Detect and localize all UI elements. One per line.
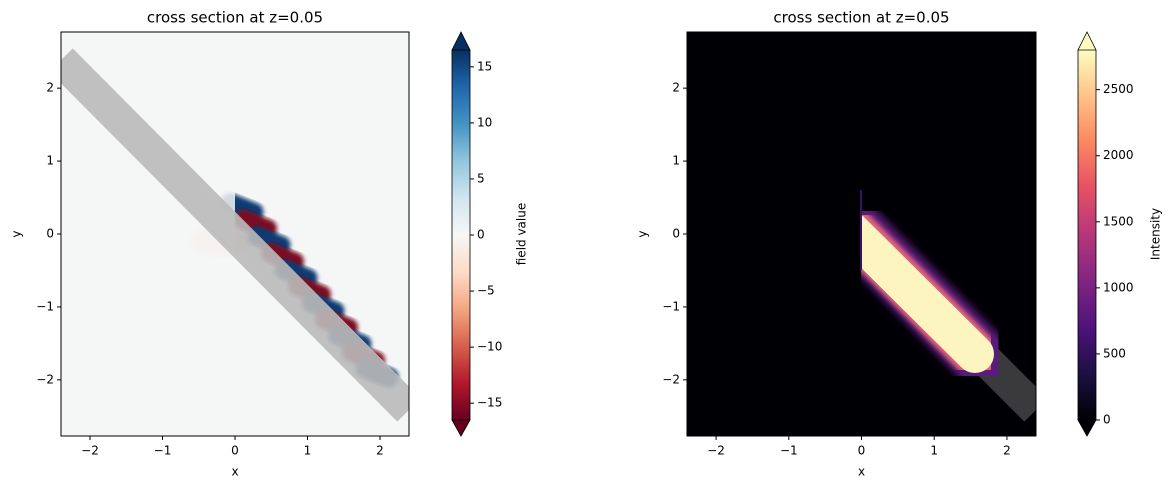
colorbar-tick-label: 500	[1103, 346, 1126, 360]
colorbar-tick-label: 1000	[1103, 280, 1134, 294]
colorbar-tick-label: 5	[477, 171, 485, 185]
y-tick-label: 1	[46, 154, 54, 168]
colorbar-tick-label: −10	[477, 340, 502, 354]
colorbar-extend-high	[1077, 31, 1097, 51]
x-tick-label: −2	[707, 444, 725, 458]
colorbar-tick-label: 15	[477, 59, 492, 73]
heatmap-image	[61, 32, 409, 436]
x-tick-label: 2	[1003, 444, 1011, 458]
colorbar	[452, 50, 470, 420]
x-tick-label: 0	[858, 444, 866, 458]
x-axis-label: x	[231, 465, 238, 479]
colorbar-tick-label: −15	[477, 396, 502, 410]
x-tick-label: 1	[930, 444, 938, 458]
x-axis-label: x	[858, 465, 865, 479]
heatmap-image	[687, 32, 1036, 436]
y-axis-label: y	[10, 230, 24, 237]
colorbar-extend-high	[451, 31, 471, 51]
x-tick-label: −2	[81, 444, 99, 458]
y-tick-label: 1	[672, 154, 680, 168]
colorbar-tick-label: 0	[1103, 413, 1111, 427]
y-tick-label: −1	[662, 299, 680, 313]
y-tick-label: 0	[46, 227, 54, 241]
chart-title: cross section at z=0.05	[773, 9, 949, 27]
chart-title: cross section at z=0.05	[147, 9, 323, 27]
y-tick-label: −2	[662, 372, 680, 386]
colorbar-label: Intensity	[1149, 208, 1163, 260]
colorbar-tick-label: 2000	[1103, 148, 1134, 162]
colorbar-tick-label: −5	[477, 284, 495, 298]
colorbar-tick-label: 0	[477, 228, 485, 242]
y-tick-label: 2	[672, 81, 680, 95]
x-tick-label: 1	[304, 444, 312, 458]
y-tick-label: −2	[36, 372, 54, 386]
colorbar-extend-low	[451, 419, 471, 437]
colorbar-frame	[1077, 50, 1097, 420]
x-tick-label: −1	[154, 444, 172, 458]
colorbar-tick-label: 1500	[1103, 214, 1134, 228]
y-axis-label: y	[636, 230, 650, 237]
colorbar	[1078, 50, 1096, 420]
y-tick-label: 0	[672, 227, 680, 241]
colorbar-tick-label: 10	[477, 115, 492, 129]
colorbar-label: field value	[515, 203, 529, 265]
x-tick-label: 0	[231, 444, 239, 458]
x-tick-label: 2	[376, 444, 384, 458]
x-tick-label: −1	[780, 444, 798, 458]
colorbar-extend-low	[1077, 419, 1097, 437]
colorbar-tick-label: 2500	[1103, 82, 1134, 96]
y-tick-label: −1	[36, 299, 54, 313]
y-tick-label: 2	[46, 81, 54, 95]
